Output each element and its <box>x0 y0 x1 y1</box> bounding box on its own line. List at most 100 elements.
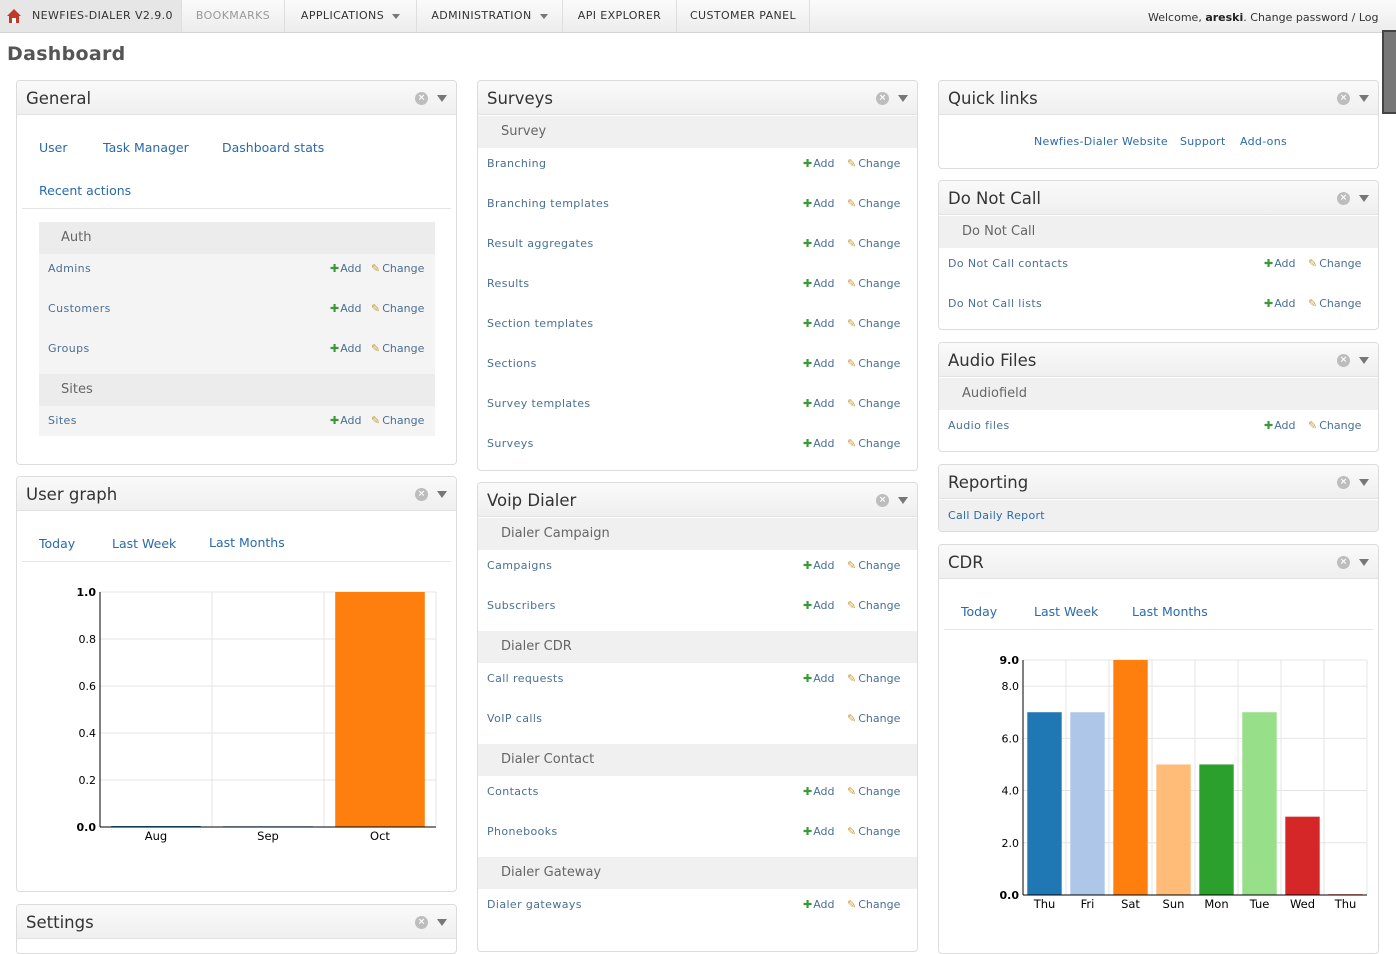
add-button[interactable]: ✚Add <box>1264 419 1296 432</box>
add-button[interactable]: ✚Add <box>803 672 835 685</box>
collapse-icon[interactable] <box>437 491 447 498</box>
close-icon[interactable]: × <box>415 916 428 929</box>
change-button[interactable]: ✎ Change <box>847 317 900 330</box>
tab-today[interactable]: Today <box>39 536 76 551</box>
row-label[interactable]: Dialer gateways <box>487 898 582 911</box>
row-label[interactable]: Contacts <box>487 785 539 798</box>
change-button[interactable]: ✎ Change <box>1308 257 1361 270</box>
add-button[interactable]: ✚Add <box>803 898 835 911</box>
row-label[interactable]: Phonebooks <box>487 825 558 838</box>
add-button[interactable]: ✚Add <box>803 237 835 250</box>
link-task-manager[interactable]: Task Manager <box>103 140 189 155</box>
collapse-icon[interactable] <box>1359 559 1369 566</box>
change-button[interactable]: ✎ Change <box>847 237 900 250</box>
close-icon[interactable]: × <box>876 92 889 105</box>
add-button[interactable]: ✚Add <box>1264 257 1296 270</box>
row-label[interactable]: VoIP calls <box>487 712 543 725</box>
change-button[interactable]: ✎ Change <box>847 277 900 290</box>
row-label[interactable]: Section templates <box>487 317 594 330</box>
change-button[interactable]: ✎ Change <box>1308 419 1361 432</box>
change-button[interactable]: ✎ Change <box>847 437 900 450</box>
link-dashboard-stats[interactable]: Dashboard stats <box>222 140 325 155</box>
link-addons[interactable]: Add-ons <box>1240 135 1288 148</box>
change-button[interactable]: ✎ Change <box>847 599 900 612</box>
logout-link[interactable]: Log <box>1358 11 1379 24</box>
side-tab[interactable] <box>1382 30 1396 114</box>
link-website[interactable]: Newfies-Dialer Website <box>1034 135 1168 148</box>
add-button[interactable]: ✚Add <box>330 262 362 275</box>
add-button[interactable]: ✚Add <box>803 397 835 410</box>
tab-today[interactable]: Today <box>961 604 998 619</box>
nav-api-explorer[interactable]: API EXPLORER <box>563 0 677 32</box>
link-recent-actions[interactable]: Recent actions <box>39 183 132 198</box>
change-button[interactable]: ✎ Change <box>1308 297 1361 310</box>
row-label[interactable]: Customers <box>48 302 111 315</box>
collapse-icon[interactable] <box>437 95 447 102</box>
row-label[interactable]: Branching <box>487 157 547 170</box>
row-label[interactable]: Campaigns <box>487 559 553 572</box>
row-label[interactable]: Groups <box>48 342 90 355</box>
tab-last-week[interactable]: Last Week <box>112 536 177 551</box>
change-button[interactable]: ✎ Change <box>371 342 424 355</box>
collapse-icon[interactable] <box>898 497 908 504</box>
collapse-icon[interactable] <box>1359 479 1369 486</box>
close-icon[interactable]: × <box>1337 192 1350 205</box>
change-button[interactable]: ✎ Change <box>847 825 900 838</box>
change-button[interactable]: ✎ Change <box>371 262 424 275</box>
change-button[interactable]: ✎ Change <box>847 197 900 210</box>
add-button[interactable]: ✚Add <box>330 414 362 427</box>
add-button[interactable]: ✚Add <box>803 157 835 170</box>
add-button[interactable]: ✚Add <box>803 357 835 370</box>
add-button[interactable]: ✚Add <box>803 317 835 330</box>
change-button[interactable]: ✎ Change <box>847 785 900 798</box>
change-button[interactable]: ✎ Change <box>371 302 424 315</box>
collapse-icon[interactable] <box>1359 357 1369 364</box>
change-password-link[interactable]: Change password <box>1250 11 1349 24</box>
close-icon[interactable]: × <box>876 494 889 507</box>
collapse-icon[interactable] <box>437 919 447 926</box>
add-button[interactable]: ✚Add <box>1264 297 1296 310</box>
row-label[interactable]: Branching templates <box>487 197 610 210</box>
add-button[interactable]: ✚Add <box>803 825 835 838</box>
add-button[interactable]: ✚Add <box>803 437 835 450</box>
close-icon[interactable]: × <box>415 92 428 105</box>
nav-applications[interactable]: APPLICATIONS <box>285 0 417 32</box>
row-label[interactable]: Audio files <box>948 419 1010 432</box>
add-button[interactable]: ✚Add <box>330 342 362 355</box>
row-label[interactable]: Results <box>487 277 530 290</box>
close-icon[interactable]: × <box>415 488 428 501</box>
close-icon[interactable]: × <box>1337 92 1350 105</box>
brand-link[interactable]: NEWFIES-DIALER V2.9.0 <box>0 0 182 32</box>
add-button[interactable]: ✚Add <box>803 197 835 210</box>
row-label[interactable]: Admins <box>48 262 92 275</box>
row-label[interactable]: Subscribers <box>487 599 556 612</box>
change-button[interactable]: ✎ Change <box>847 357 900 370</box>
row-label[interactable]: Sites <box>48 414 77 427</box>
add-button[interactable]: ✚Add <box>803 785 835 798</box>
collapse-icon[interactable] <box>1359 195 1369 202</box>
row-label[interactable]: Sections <box>487 357 537 370</box>
row-label[interactable]: Do Not Call lists <box>948 297 1043 310</box>
collapse-icon[interactable] <box>1359 95 1369 102</box>
change-button[interactable]: ✎ Change <box>371 414 424 427</box>
change-button[interactable]: ✎ Change <box>847 712 900 725</box>
link-user[interactable]: User <box>39 140 68 155</box>
row-label[interactable]: Surveys <box>487 437 534 450</box>
nav-customer-panel[interactable]: CUSTOMER PANEL <box>677 0 810 32</box>
close-icon[interactable]: × <box>1337 476 1350 489</box>
close-icon[interactable]: × <box>1337 354 1350 367</box>
row-label[interactable]: Do Not Call contacts <box>948 257 1069 270</box>
add-button[interactable]: ✚Add <box>803 277 835 290</box>
add-button[interactable]: ✚Add <box>803 599 835 612</box>
add-button[interactable]: ✚Add <box>330 302 362 315</box>
nav-administration[interactable]: ADMINISTRATION <box>417 0 563 32</box>
collapse-icon[interactable] <box>898 95 908 102</box>
row-label[interactable]: Result aggregates <box>487 237 594 250</box>
tab-last-months[interactable]: Last Months <box>1132 604 1208 619</box>
change-button[interactable]: ✎ Change <box>847 157 900 170</box>
link-support[interactable]: Support <box>1180 135 1226 148</box>
add-button[interactable]: ✚Add <box>803 559 835 572</box>
nav-bookmarks[interactable]: BOOKMARKS <box>182 0 285 32</box>
tab-last-months[interactable]: Last Months <box>209 535 285 550</box>
link-call-daily-report[interactable]: Call Daily Report <box>948 509 1045 522</box>
